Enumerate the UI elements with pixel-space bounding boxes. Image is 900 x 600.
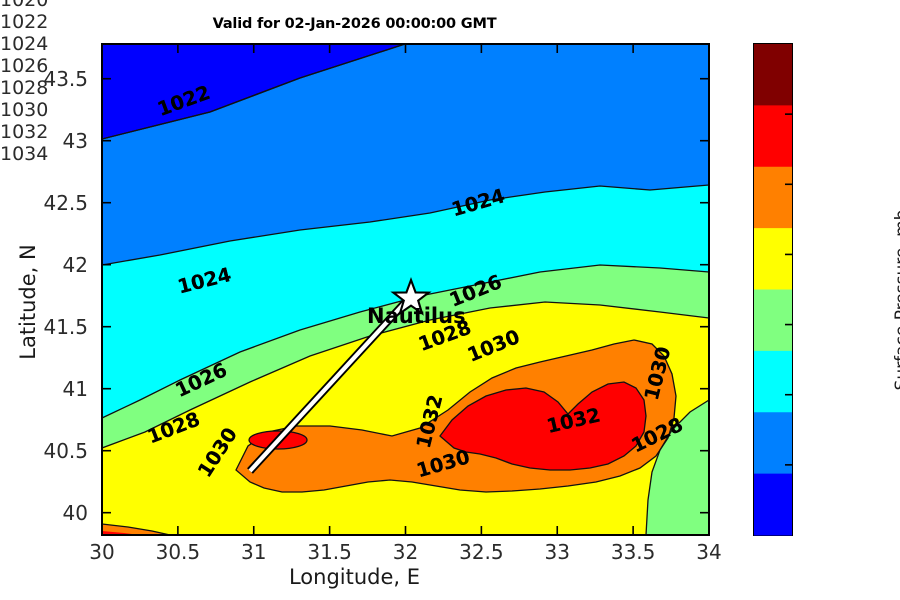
y-tick-label: 40: [62, 500, 88, 525]
plot-title: Valid for 02-Jan-2026 00:00:00 GMT: [212, 16, 497, 32]
colorbar-band: [754, 289, 792, 352]
band-bottom-left-orange: [102, 523, 171, 535]
colorbar-tick-label: 1034: [0, 143, 49, 165]
y-tick-label: 43: [62, 128, 88, 153]
band-1024-1026: [102, 185, 709, 418]
y-tick-label: 42: [62, 252, 88, 277]
x-tick-label: 30.5: [155, 540, 201, 564]
colorbar-band: [754, 166, 792, 229]
y-tick-label: 40.5: [43, 438, 88, 463]
y-tick-label: 43.5: [43, 66, 88, 91]
x-tick-label: 30: [89, 540, 115, 564]
colorbar-band: [754, 412, 792, 475]
band-1032-high: [439, 381, 647, 471]
contour-fill-layer: [102, 44, 709, 535]
x-tick-label: 33: [544, 540, 570, 564]
band-green-lower-right: [646, 400, 709, 535]
colorbar-tick-label: 1028: [0, 77, 49, 99]
colorbar-tick-labels: 1020 1022 1024 1026 1028 1030 1032 1034: [0, 0, 900, 176]
x-tick-label: 33.5: [610, 540, 656, 564]
colorbar-band: [754, 350, 792, 413]
colorbar-band: [754, 473, 792, 536]
colorbar-tick-label: 1022: [0, 11, 49, 33]
colorbar-band: [754, 44, 792, 106]
x-axis-label: Longitude, E: [288, 565, 421, 589]
colorbar-tick-label: 1020: [0, 0, 49, 11]
colorbar-band: [754, 105, 792, 168]
ship-track-group: [247, 293, 414, 474]
colorbar-bands: [754, 44, 792, 536]
nautilus-marker-group: Nautilus: [367, 276, 466, 328]
colorbar-label: Surface Pressure, mb: [892, 209, 900, 391]
ship-track-line: [248, 294, 413, 473]
colorbar-tick-label: 1030: [0, 99, 49, 121]
colorbar-tick-label: 1026: [0, 55, 49, 77]
x-tick-label: 32: [392, 540, 419, 564]
x-tick-label: 31: [241, 540, 267, 564]
y-tick-label: 41: [62, 376, 88, 401]
x-tick-label: 31.5: [307, 540, 352, 564]
x-tick-label: 32.5: [459, 540, 504, 564]
nautilus-label: Nautilus: [367, 304, 466, 328]
y-tick-label: 42.5: [43, 190, 88, 215]
colorbar-ticks: [785, 113, 792, 466]
colorbar-tick-label: 1024: [0, 33, 49, 55]
star-marker: [390, 276, 432, 316]
x-tick-label: 34: [696, 540, 722, 564]
colorbar-tick-label: 1032: [0, 121, 49, 143]
contour-lines: [102, 44, 709, 535]
colorbar-band: [754, 228, 792, 290]
y-tick-label: 41.5: [43, 314, 88, 339]
axis-ticks: [101, 44, 710, 535]
